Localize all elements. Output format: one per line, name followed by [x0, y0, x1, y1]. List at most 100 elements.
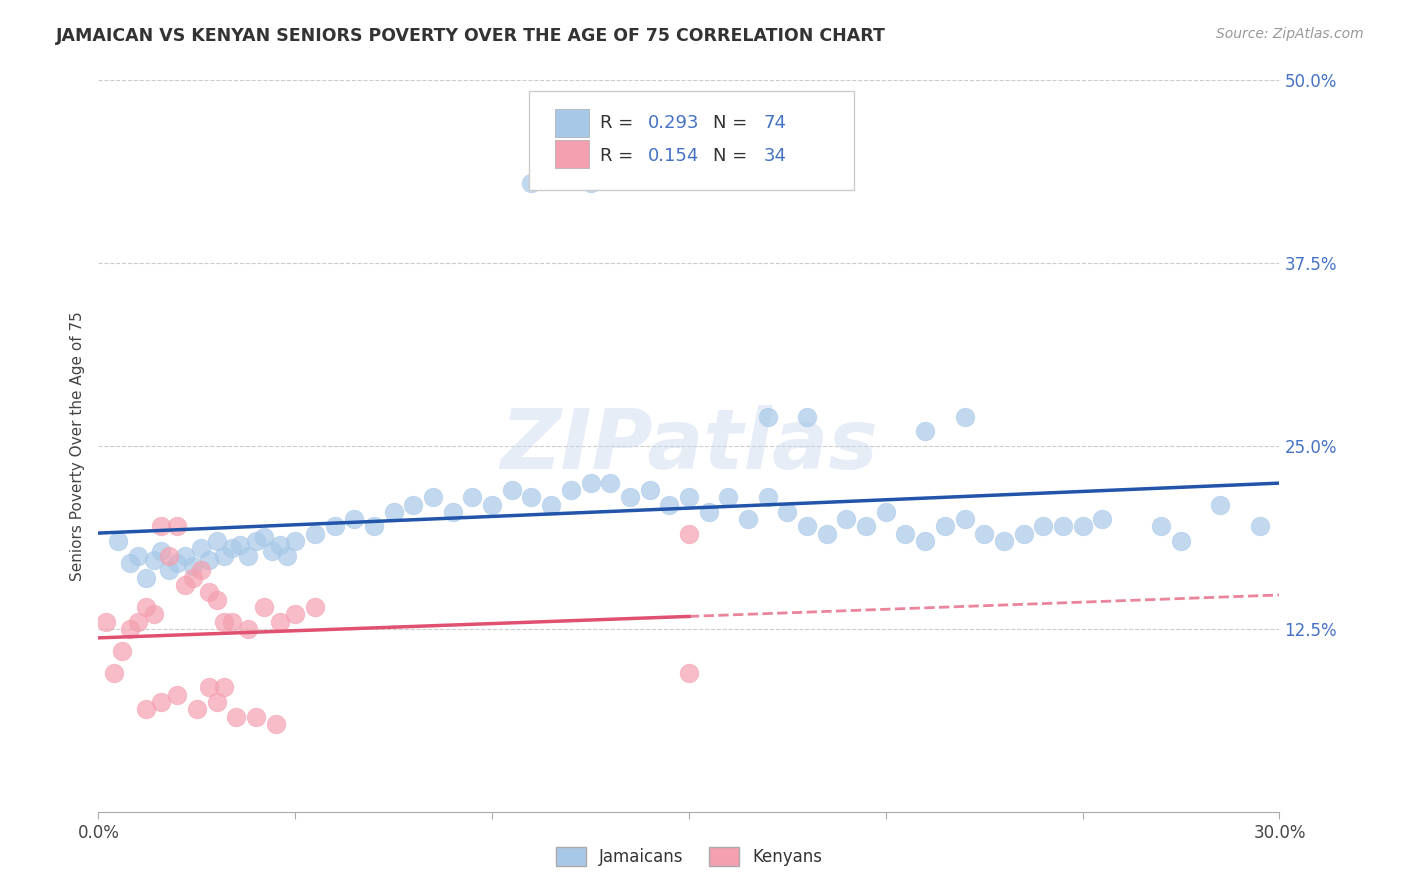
- Point: [214, 681, 236, 695]
- Point: [1071, 519, 1094, 533]
- Text: 34: 34: [763, 146, 786, 165]
- Point: [1170, 534, 1192, 549]
- Point: [422, 490, 444, 504]
- Point: [284, 607, 307, 622]
- Text: 0.293: 0.293: [648, 113, 699, 132]
- Point: [304, 599, 326, 614]
- Point: [150, 519, 173, 533]
- Point: [520, 490, 543, 504]
- Point: [737, 512, 759, 526]
- Point: [214, 615, 236, 629]
- Point: [678, 665, 700, 680]
- Point: [186, 702, 208, 716]
- Point: [253, 599, 276, 614]
- Point: [894, 526, 917, 541]
- Point: [229, 539, 252, 553]
- Point: [756, 490, 779, 504]
- Point: [225, 709, 247, 723]
- Point: [363, 519, 385, 533]
- Point: [157, 549, 180, 563]
- Point: [875, 505, 897, 519]
- Point: [264, 717, 287, 731]
- Point: [142, 607, 165, 622]
- Point: [520, 176, 543, 190]
- Point: [166, 556, 188, 570]
- Point: [127, 549, 149, 563]
- Point: [135, 702, 157, 716]
- Text: ZIPatlas: ZIPatlas: [501, 406, 877, 486]
- Point: [205, 592, 228, 607]
- Point: [197, 553, 219, 567]
- Point: [96, 615, 118, 629]
- Point: [269, 615, 291, 629]
- Point: [1249, 519, 1271, 533]
- Point: [560, 483, 582, 497]
- Point: [236, 549, 259, 563]
- Point: [501, 483, 523, 497]
- Point: [190, 541, 212, 556]
- Point: [118, 556, 141, 570]
- Point: [269, 539, 291, 553]
- Point: [402, 498, 425, 512]
- Point: [343, 512, 366, 526]
- Point: [111, 644, 134, 658]
- Point: [993, 534, 1015, 549]
- Point: [855, 519, 877, 533]
- Point: [253, 530, 276, 544]
- Text: 74: 74: [763, 113, 786, 132]
- Point: [481, 498, 503, 512]
- Y-axis label: Seniors Poverty Over the Age of 75: Seniors Poverty Over the Age of 75: [69, 311, 84, 581]
- Legend: Jamaicans, Kenyans: Jamaicans, Kenyans: [550, 840, 828, 873]
- Point: [914, 425, 936, 439]
- Point: [1091, 512, 1114, 526]
- Point: [221, 541, 243, 556]
- Point: [382, 505, 405, 519]
- Point: [815, 526, 838, 541]
- Point: [638, 483, 661, 497]
- Text: 0.154: 0.154: [648, 146, 699, 165]
- Point: [181, 571, 204, 585]
- Point: [118, 622, 141, 636]
- Point: [197, 681, 219, 695]
- Point: [103, 665, 125, 680]
- FancyBboxPatch shape: [530, 91, 855, 190]
- Point: [835, 512, 858, 526]
- Point: [276, 549, 298, 563]
- Point: [717, 490, 740, 504]
- Point: [135, 571, 157, 585]
- Point: [304, 526, 326, 541]
- Point: [678, 526, 700, 541]
- Point: [190, 563, 212, 577]
- Point: [697, 505, 720, 519]
- Point: [135, 599, 157, 614]
- Point: [323, 519, 346, 533]
- Point: [579, 176, 602, 190]
- Point: [205, 695, 228, 709]
- Text: R =: R =: [600, 113, 640, 132]
- Point: [619, 490, 641, 504]
- Point: [796, 409, 818, 424]
- Point: [796, 519, 818, 533]
- Point: [107, 534, 129, 549]
- Point: [756, 409, 779, 424]
- Point: [157, 563, 180, 577]
- Text: R =: R =: [600, 146, 640, 165]
- Point: [461, 490, 484, 504]
- Point: [245, 709, 267, 723]
- Point: [1052, 519, 1074, 533]
- Point: [579, 475, 602, 490]
- Point: [260, 544, 283, 558]
- Point: [1150, 519, 1173, 533]
- Bar: [555, 140, 589, 168]
- Point: [174, 578, 197, 592]
- Point: [174, 549, 197, 563]
- Point: [599, 475, 621, 490]
- Point: [914, 534, 936, 549]
- Point: [953, 409, 976, 424]
- Text: N =: N =: [713, 113, 752, 132]
- Point: [205, 534, 228, 549]
- Text: N =: N =: [713, 146, 752, 165]
- Point: [1209, 498, 1232, 512]
- Point: [658, 498, 681, 512]
- Point: [127, 615, 149, 629]
